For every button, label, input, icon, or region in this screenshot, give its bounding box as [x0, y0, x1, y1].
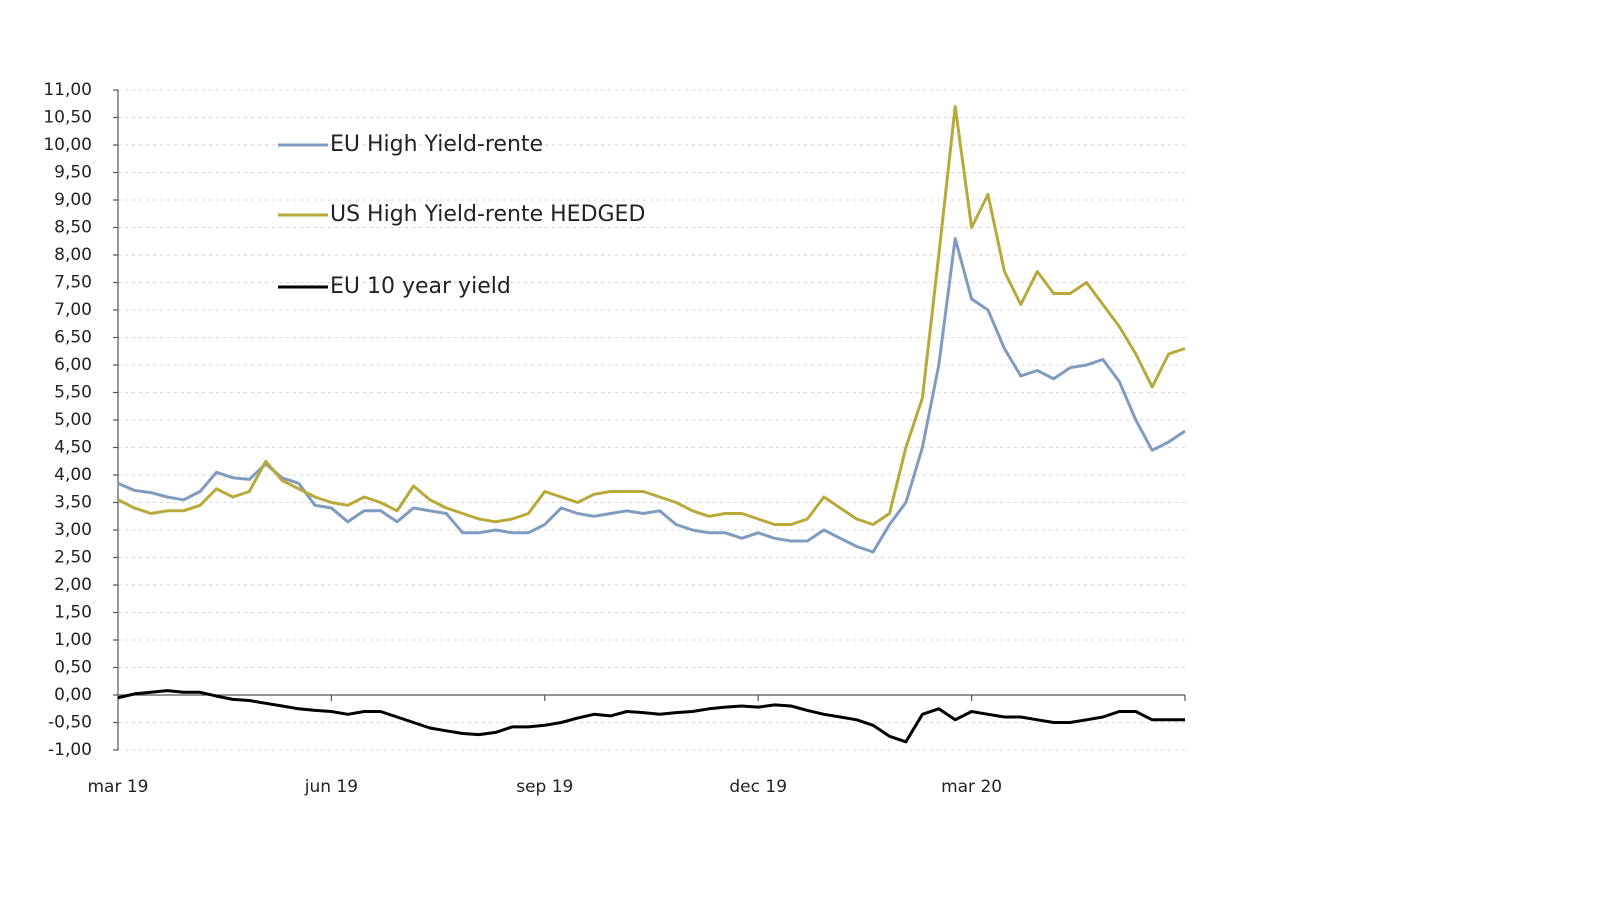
- x-tick-label: mar 20: [941, 777, 1002, 797]
- legend-label: EU High Yield-rente: [330, 132, 543, 157]
- y-tick-label: 0,50: [54, 658, 92, 678]
- y-tick-label: 4,00: [54, 465, 92, 485]
- y-tick-label: 6,00: [54, 355, 92, 375]
- y-tick-label: 10,00: [43, 135, 92, 155]
- y-tick-label: 7,00: [54, 300, 92, 320]
- series-line: [117, 237, 1186, 554]
- y-tick-label: 10,50: [43, 108, 92, 128]
- y-tick-label: 5,00: [54, 410, 92, 430]
- y-tick-label: -1,00: [48, 740, 92, 760]
- legend-label: US High Yield-rente HEDGED: [330, 202, 645, 227]
- y-tick-label: 1,50: [54, 603, 92, 623]
- y-tick-label: 9,50: [54, 163, 92, 183]
- y-tick-label: 3,00: [54, 520, 92, 540]
- x-tick-label: mar 19: [87, 777, 148, 797]
- y-tick-label: 1,00: [54, 630, 92, 650]
- y-tick-label: 9,00: [54, 190, 92, 210]
- legend-label: EU 10 year yield: [330, 274, 511, 299]
- y-tick-label: -0,50: [48, 713, 92, 733]
- y-tick-label: 3,50: [54, 493, 92, 513]
- y-tick-label: 2,50: [54, 548, 92, 568]
- y-tick-label: 0,00: [54, 685, 92, 705]
- y-tick-label: 8,50: [54, 218, 92, 238]
- x-tick-label: dec 19: [729, 777, 787, 797]
- series-line: [117, 689, 1185, 744]
- y-tick-label: 8,00: [54, 245, 92, 265]
- y-tick-label: 6,50: [54, 328, 92, 348]
- y-tick-label: 7,50: [54, 273, 92, 293]
- y-tick-label: 11,00: [43, 80, 92, 100]
- x-tick-label: jun 19: [304, 777, 358, 797]
- y-tick-label: 2,00: [54, 575, 92, 595]
- x-tick-label: sep 19: [516, 777, 573, 797]
- series-line: [117, 105, 1186, 526]
- y-tick-label: 5,50: [54, 383, 92, 403]
- y-tick-label: 4,50: [54, 438, 92, 458]
